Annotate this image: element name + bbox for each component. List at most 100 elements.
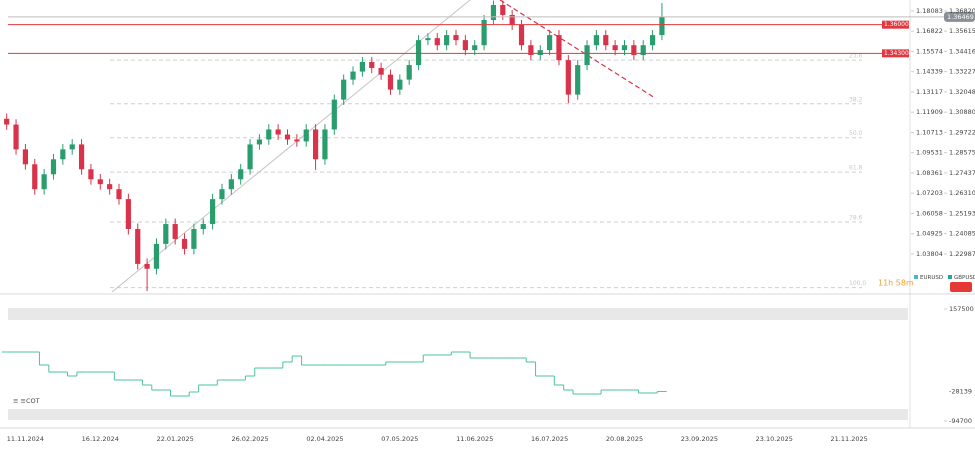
candle-body [32,164,38,190]
candle-body [472,45,478,51]
candle-body [78,144,85,170]
price-line-label: 1.36000 [884,21,909,28]
candle-body [369,62,375,68]
candle-body [116,189,122,200]
x-tick-label: 11.06.2025 [456,435,493,443]
candle-body [406,65,412,80]
x-tick-label: 20.08.2025 [606,435,643,443]
y2-tick-label: 1.15574 [916,47,943,55]
candle-body [509,14,515,26]
candle-body [500,4,506,15]
candle-body [13,124,19,150]
candle-body [640,45,646,56]
candle-body [518,25,525,46]
candle-body [181,238,188,249]
candle-body [649,35,656,46]
candle-body [415,40,422,66]
candle-body [60,149,66,160]
legend-marker [948,275,952,279]
candle-body [284,134,291,140]
x-tick-label: 02.04.2025 [306,435,343,443]
candle-body [200,224,206,229]
candle-body [331,99,337,130]
cot-icon: ≡ ≡ [13,397,26,405]
candle-body [41,174,47,190]
cot-band-bottom [8,409,908,420]
candle-body [603,35,609,46]
candle-body [256,139,263,145]
candle-body [528,45,534,56]
candle-body [575,65,581,95]
y-tick-label: 1.36820 [949,7,975,15]
candle-body [163,224,169,244]
candle-body [359,62,365,72]
candle-body [434,38,440,46]
cot-tick-label: 157500 [949,305,974,313]
candle-body [219,189,225,200]
candle-body [50,159,57,175]
y2-tick-label: 1.14339 [916,68,943,76]
candle-body [612,45,618,51]
y-tick-label: 1.25193 [949,209,975,217]
candle-body [397,79,403,90]
candle-body [584,45,590,66]
y-tick-label: 1.33227 [949,68,975,76]
x-tick-label: 07.05.2025 [381,435,418,443]
trend-line-dashed [499,0,656,99]
candle-body [462,40,468,51]
candle-body [322,129,328,160]
candle-body [621,45,628,51]
fib-label: 38.2 [849,96,863,103]
candle-body [444,35,450,46]
cot-title: COT [26,397,40,405]
candle-body [565,60,571,95]
candle-body [294,139,300,142]
price-line-tag [882,49,909,58]
fib-label: 78.6 [849,215,863,222]
fib-label: 50.0 [849,130,863,137]
candle-body [172,224,178,239]
y-tick-label: 1.30880 [949,108,975,116]
last-price-badge [944,11,975,22]
candle-body [659,16,665,36]
fib-label: 100.0 [849,280,866,287]
candle-body [312,129,319,160]
y-tick-label: 1.34416 [949,47,975,55]
legend-label: GBPUSD [954,275,975,281]
candle-body [228,179,234,190]
price-line-tag [882,20,909,29]
cot-tick-label: -94700 [949,417,972,425]
y2-tick-label: 1.08361 [916,169,943,177]
y2-tick-label: 1.16822 [916,27,943,35]
candle-body [22,149,29,165]
candles [4,0,665,292]
countdown: 11h 58m [878,279,914,288]
x-tick-label: 26.02.2025 [231,435,268,443]
cot-last-label: -28139 [949,387,972,395]
y-tick-label: 1.22987 [949,250,975,258]
y2-tick-label: 1.13117 [916,88,943,96]
candle-body [453,35,459,41]
y2-tick-label: 1.07203 [916,189,943,197]
y2-tick-label: 1.03804 [916,250,943,258]
y-tick-label: 1.28575 [949,149,975,157]
candle-body [350,71,356,80]
candle-body [4,118,10,125]
candle-body [537,50,543,56]
y2-tick-label: 1.18083 [916,7,943,15]
candle-body [135,228,141,264]
fib-label: 23.6 [849,53,863,60]
legend-label: EURUSD [920,275,943,281]
alert-button[interactable] [950,282,972,292]
candle-body [303,129,309,142]
candle-body [238,169,244,180]
x-tick-label: 23.10.2025 [756,435,793,443]
y-tick-label: 1.29722 [949,128,975,136]
candle-body [631,45,637,56]
y2-tick-label: 1.11909 [916,108,943,116]
candle-body [481,19,487,46]
x-tick-label: 16.12.2024 [82,435,119,443]
x-tick-label: 22.01.2025 [157,435,194,443]
